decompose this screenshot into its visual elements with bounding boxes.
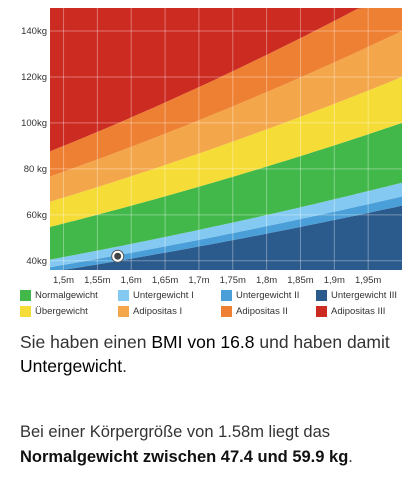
legend-item: Normalgewicht — [20, 290, 118, 301]
bmi-value: BMI von 16.8 — [151, 332, 255, 352]
legend-label: Untergewicht II — [236, 290, 300, 301]
x-tick-label: 1,5m — [53, 275, 74, 286]
legend-label: Untergewicht I — [133, 290, 194, 301]
band-normalgewicht — [50, 122, 402, 260]
y-tick-label: 120kg — [21, 72, 47, 83]
y-tick-label: 60kg — [26, 210, 47, 221]
legend-swatch — [118, 290, 129, 301]
x-axis-ticks: 1,5m 1,55m 1,6m 1,65m 1,7m 1,75m 1,8m 1,85m 1,9m… — [53, 275, 381, 286]
x-tick-label: 1,7m — [188, 275, 209, 286]
legend-item: Untergewicht III — [316, 290, 412, 301]
chart-grid — [50, 8, 402, 270]
result-text-pre: Sie haben einen — [20, 332, 152, 352]
info-text-post: . — [348, 448, 353, 466]
band-adipositas-ii — [50, 8, 402, 177]
y-tick-label: 80 kg — [24, 164, 47, 175]
legend-swatch — [118, 306, 129, 317]
y-tick-label: 100kg — [21, 118, 47, 129]
normal-weight-range: Normalgewicht zwischen 47.4 und 59.9 kg — [20, 448, 349, 466]
legend-item: Adipositas I — [118, 306, 221, 317]
x-tick-label: 1,85m — [287, 275, 313, 286]
result-text-mid: und haben damit — [254, 332, 390, 352]
x-tick-label: 1,75m — [220, 275, 246, 286]
band-untergewicht-ii — [50, 196, 402, 270]
legend-swatch — [221, 290, 232, 301]
legend-item: Übergewicht — [20, 306, 118, 317]
bmi-result-text: Sie haben einen BMI von 16.8 und haben d… — [20, 330, 412, 378]
legend-label: Adipositas II — [236, 306, 288, 317]
x-tick-label: 1,95m — [355, 275, 381, 286]
legend-label: Untergewicht III — [331, 290, 397, 301]
x-tick-label: 1,55m — [84, 275, 110, 286]
band-untergewicht-iii — [50, 205, 402, 270]
info-text-pre: Bei einer Körpergröße von 1.58m liegt da… — [20, 423, 331, 441]
result-text-post: . — [122, 356, 128, 376]
legend-swatch — [20, 290, 31, 301]
normal-weight-info: Bei einer Körpergröße von 1.58m liegt da… — [20, 420, 412, 470]
legend-item: Adipositas II — [221, 306, 316, 317]
marker-dot — [114, 252, 122, 260]
current-bmi-marker — [111, 249, 125, 263]
band-adipositas-i — [50, 31, 402, 202]
band-adipositas-iii — [50, 8, 402, 152]
legend-item: Untergewicht I — [118, 290, 221, 301]
band-übergewicht — [50, 76, 402, 227]
x-tick-label: 1,9m — [324, 275, 345, 286]
legend-swatch — [316, 290, 327, 301]
legend-swatch — [316, 306, 327, 317]
y-tick-label: 140kg — [21, 26, 47, 37]
y-axis-ticks: 40kg 60kg 80 kg 100kg 120kg 140kg — [21, 26, 47, 267]
bmi-category: Untergewicht — [20, 356, 123, 376]
bmi-bands — [50, 8, 402, 270]
legend-item: Adipositas III — [316, 306, 412, 317]
y-tick-label: 40kg — [26, 256, 47, 267]
band-untergewicht-i — [50, 182, 402, 268]
legend-label: Adipositas III — [331, 306, 386, 317]
x-tick-label: 1,6m — [121, 275, 142, 286]
legend-label: Übergewicht — [35, 306, 88, 317]
legend-label: Adipositas I — [133, 306, 183, 317]
legend-label: Normalgewicht — [35, 290, 98, 301]
x-tick-label: 1,65m — [152, 275, 178, 286]
legend-swatch — [20, 306, 31, 317]
chart-legend: Normalgewicht Untergewicht I Untergewicht … — [20, 290, 412, 317]
legend-item: Untergewicht II — [221, 290, 316, 301]
x-tick-label: 1,8m — [256, 275, 277, 286]
legend-swatch — [221, 306, 232, 317]
